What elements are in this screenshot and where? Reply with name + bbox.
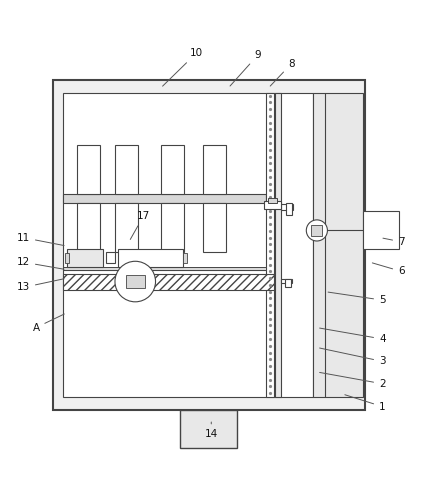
Bar (77, 203, 100, 252)
Bar (310, 225, 322, 236)
Bar (203, 203, 226, 252)
Bar (53, 80, 365, 410)
Text: 8: 8 (270, 59, 294, 86)
Bar (67, 249, 102, 267)
Bar (275, 93, 281, 397)
Text: 3: 3 (319, 348, 385, 366)
Bar (105, 253, 115, 263)
Text: 5: 5 (327, 292, 385, 305)
Text: 11: 11 (17, 233, 64, 245)
Bar (160, 203, 183, 252)
Text: A: A (32, 314, 64, 333)
Bar (115, 145, 138, 194)
Text: 9: 9 (230, 50, 261, 86)
Bar (203, 145, 226, 194)
Bar (160, 145, 183, 194)
Bar (267, 198, 276, 202)
Bar (362, 212, 398, 250)
Circle shape (115, 261, 155, 302)
Text: 10: 10 (162, 48, 203, 86)
Text: 4: 4 (319, 328, 385, 344)
Bar (179, 410, 236, 448)
Bar (284, 279, 290, 287)
Bar (264, 201, 280, 209)
Text: 14: 14 (204, 422, 218, 440)
Text: 7: 7 (382, 237, 404, 247)
Text: 2: 2 (319, 373, 385, 389)
Bar (117, 249, 183, 267)
Bar (281, 204, 292, 210)
Bar (281, 279, 291, 283)
Bar (126, 275, 144, 288)
Bar (64, 253, 69, 263)
Text: 1: 1 (344, 395, 385, 412)
Text: 17: 17 (130, 211, 150, 240)
Bar (63, 93, 312, 397)
Text: 12: 12 (17, 257, 64, 269)
Bar (115, 203, 138, 252)
Text: 6: 6 (372, 263, 404, 276)
Bar (63, 267, 266, 270)
Text: 13: 13 (17, 279, 64, 293)
Bar (63, 194, 266, 203)
Bar (312, 93, 362, 397)
Bar (182, 253, 186, 263)
Circle shape (306, 220, 327, 241)
Bar (266, 93, 273, 397)
Bar (77, 145, 100, 194)
Bar (285, 202, 292, 215)
Bar (63, 273, 273, 290)
